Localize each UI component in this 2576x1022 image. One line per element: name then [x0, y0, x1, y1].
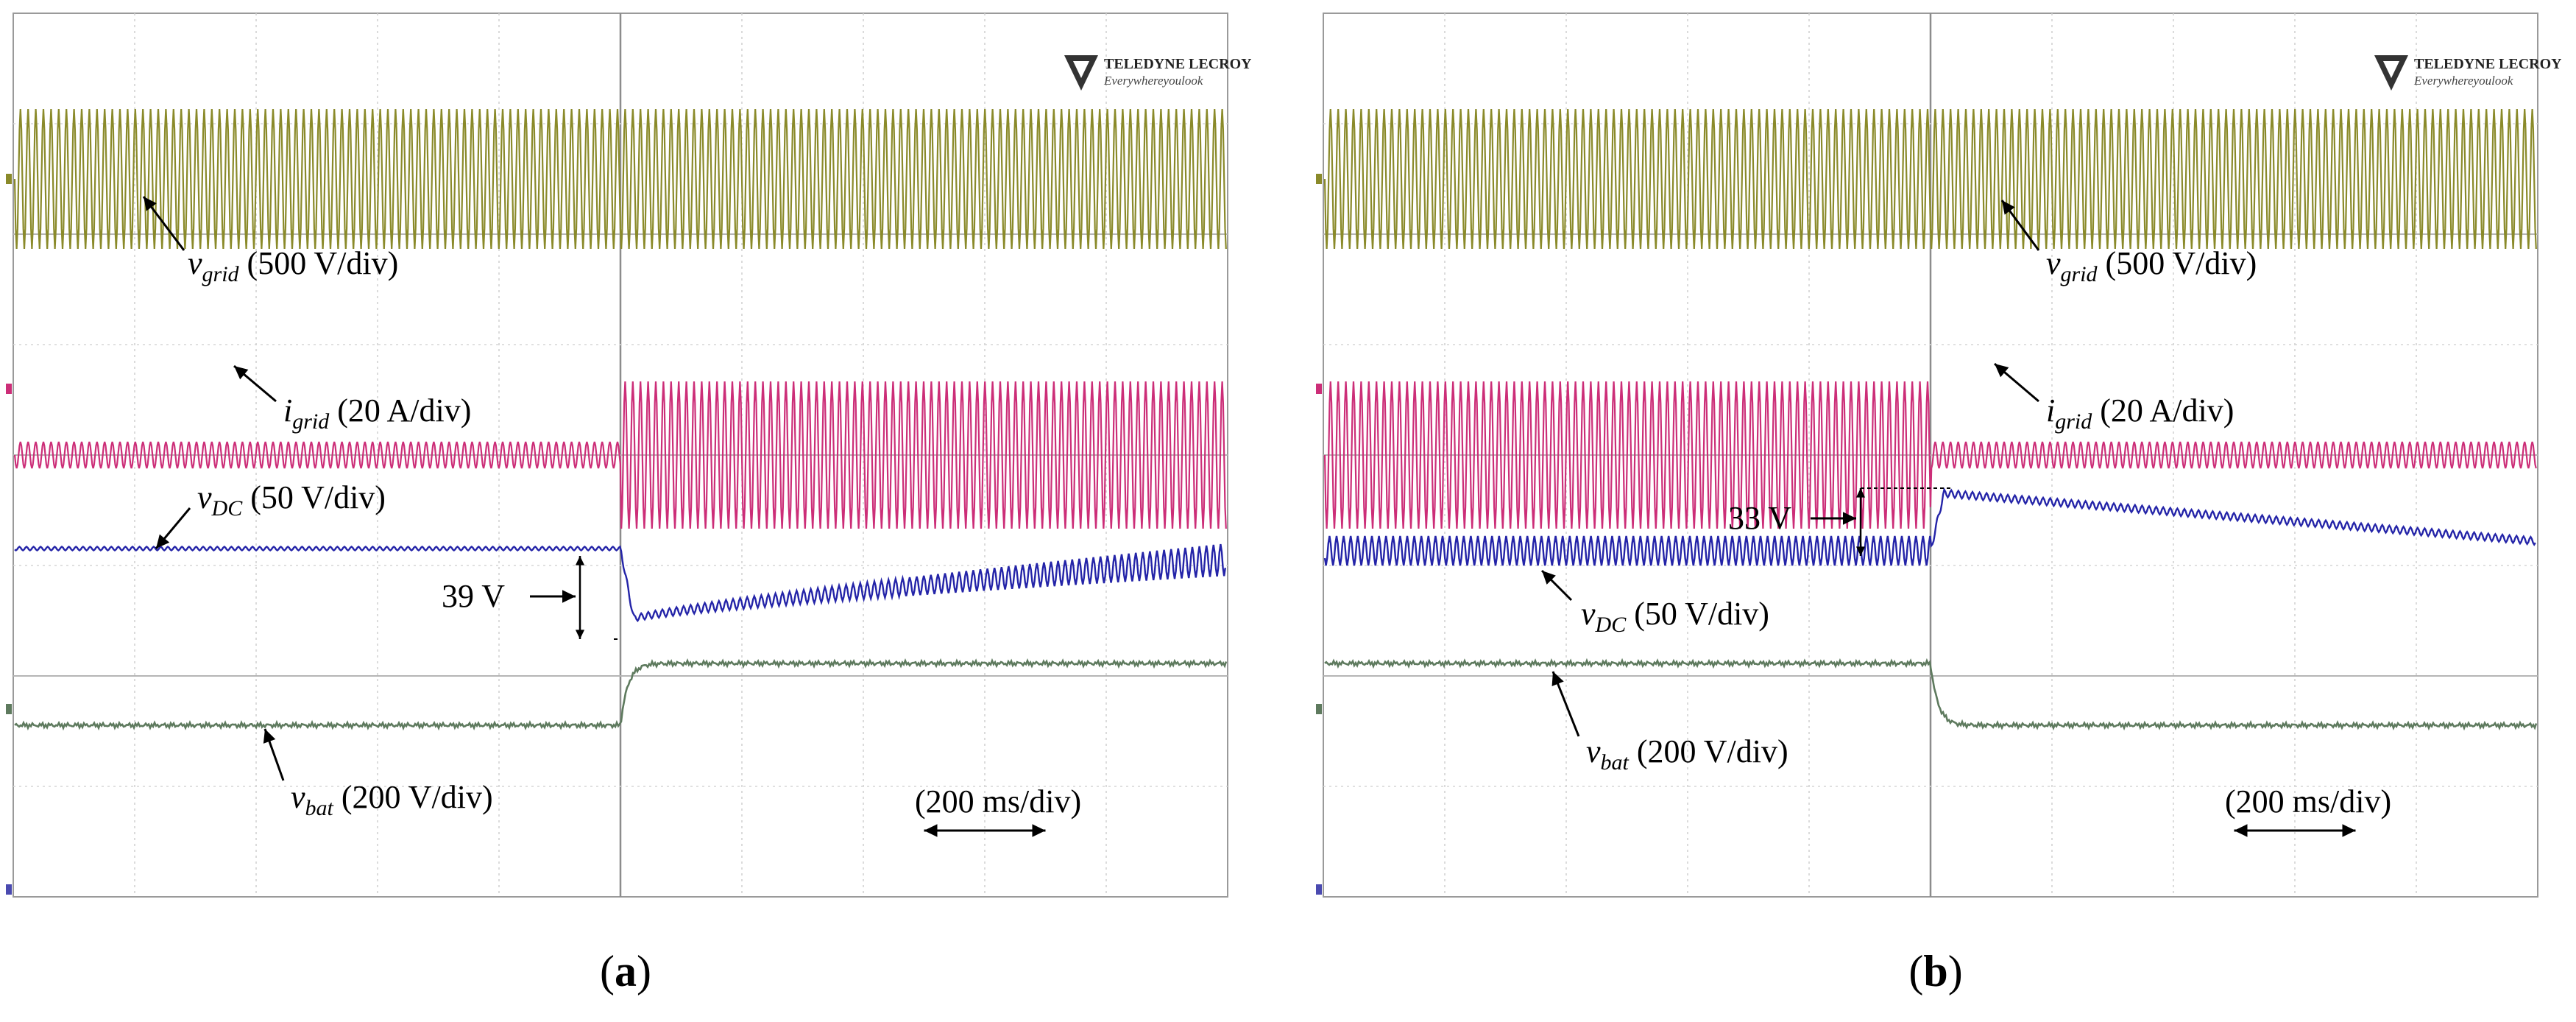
brand-name: TELEDYNE LECROY — [2414, 56, 2561, 72]
label-vbat: vbat (200 V/div) — [291, 779, 493, 820]
series-labels: vgrid (500 V/div) igrid (20 A/div) vDC (50… — [142, 196, 493, 820]
step-annotation: 39 V — [442, 556, 620, 640]
teledyne-lecroy-logo: TELEDYNE LECROY Everywhereyoulook — [1064, 55, 1251, 91]
teledyne-lecroy-logo: TELEDYNE LECROY Everywhereyoulook — [2374, 55, 2561, 91]
label-arrow-vdc — [1540, 569, 1573, 602]
channel-marker — [6, 384, 12, 394]
trace-vbat — [1324, 658, 2538, 731]
channel-marker — [6, 884, 12, 895]
label-arrow-igrid — [1994, 362, 2039, 403]
trace-vbat — [14, 658, 1228, 731]
label-arrow-vgrid — [142, 196, 185, 251]
step-label: 33 V — [1728, 500, 1791, 536]
label-arrow-vbat — [1551, 671, 1580, 737]
label-vbat: vbat (200 V/div) — [1586, 733, 1788, 775]
series-labels: vgrid (500 V/div) igrid (20 A/div) vDC (50… — [1540, 200, 2257, 775]
time-scale: (200 ms/div) — [915, 783, 1081, 837]
label-arrow-igrid — [233, 364, 277, 403]
step-annotation: 33 V — [1728, 487, 1953, 556]
brand-name: TELEDYNE LECROY — [1104, 56, 1251, 72]
channel-marker — [6, 704, 12, 714]
trace-vgrid — [13, 108, 1227, 250]
trace-vdc — [1323, 487, 2536, 566]
brand-tagline: Everywhereyoulook — [2413, 74, 2513, 88]
channel-markers — [1316, 174, 1322, 895]
trace-vgrid — [1323, 108, 2537, 250]
label-arrow-vdc — [155, 507, 191, 549]
step-pointer-arrow — [530, 590, 576, 603]
trace-vdc — [14, 543, 1226, 623]
channel-marker — [1316, 174, 1322, 184]
step-pointer-arrow — [1811, 512, 1856, 525]
label-igrid: igrid (20 A/div) — [283, 392, 471, 434]
time-scale: (200 ms/div) — [2225, 783, 2391, 837]
channel-marker — [6, 174, 12, 184]
channel-marker — [1316, 704, 1322, 714]
label-vgrid: vgrid (500 V/div) — [188, 245, 398, 286]
label-arrow-vbat — [263, 728, 285, 781]
trace-igrid — [1323, 381, 2537, 529]
label-igrid: igrid (20 A/div) — [2046, 392, 2234, 434]
label-vdc: vDC (50 V/div) — [197, 479, 386, 521]
label-vgrid: vgrid (500 V/div) — [2046, 245, 2257, 286]
brand-tagline: Everywhereyoulook — [1103, 74, 1203, 88]
trace-igrid — [13, 381, 1227, 529]
label-vdc: vDC (50 V/div) — [1581, 596, 1769, 637]
channel-markers — [6, 174, 12, 895]
channel-marker — [1316, 884, 1322, 895]
caption-a: (a) — [600, 947, 651, 995]
step-label: 39 V — [442, 578, 505, 614]
label-arrow-vgrid — [2000, 200, 2040, 251]
time-scale-label: (200 ms/div) — [915, 783, 1081, 820]
caption-b: (b) — [1908, 947, 1963, 995]
channel-marker — [1316, 384, 1322, 394]
time-scale-label: (200 ms/div) — [2225, 783, 2391, 820]
